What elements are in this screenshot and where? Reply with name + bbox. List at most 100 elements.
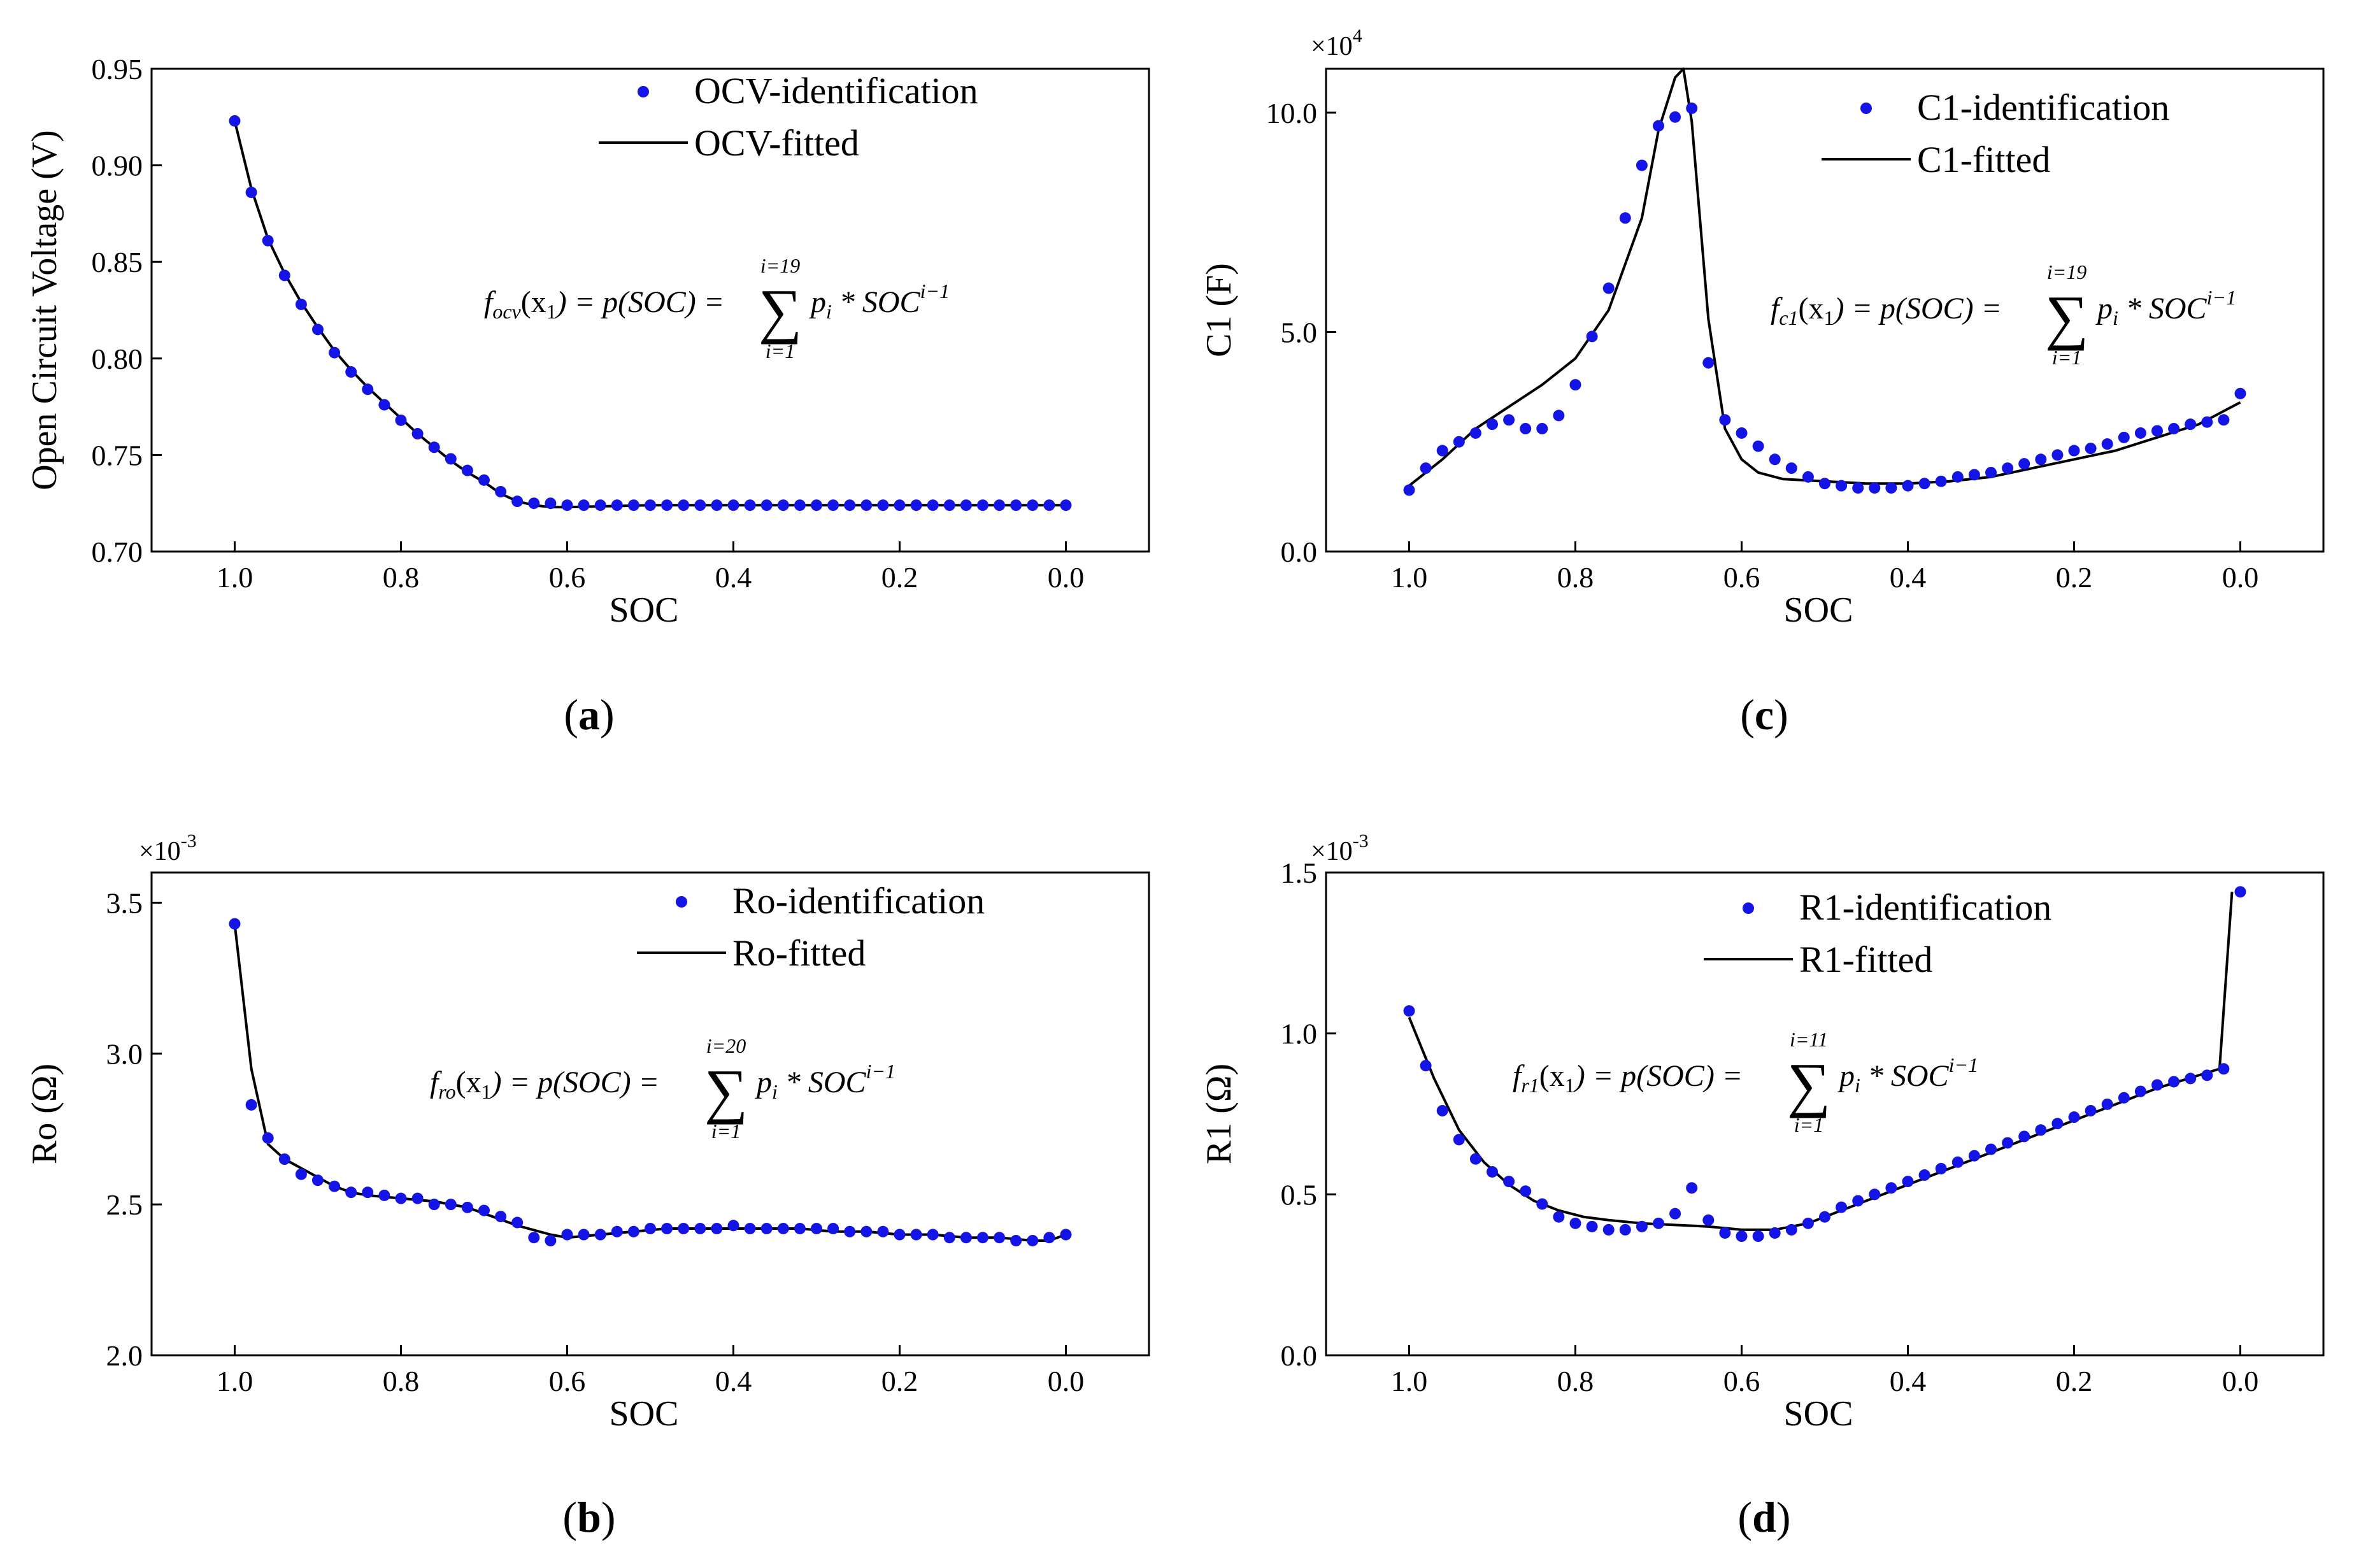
data-point	[1553, 410, 1565, 422]
data-point	[1902, 480, 1914, 492]
data-point	[1836, 480, 1848, 492]
data-point	[1536, 1198, 1548, 1210]
data-point	[578, 1229, 590, 1241]
data-point	[694, 1223, 706, 1235]
data-point	[1060, 1229, 1072, 1241]
legend-d: R1-identification R1-fitted	[1704, 887, 2051, 980]
data-point	[1769, 1227, 1781, 1239]
data-point	[1785, 1223, 1797, 1236]
x-tick-label: 0.8	[1557, 1365, 1594, 1397]
x-tick-label: 0.0	[1048, 1365, 1085, 1397]
x-axis-label: SOC	[1784, 1394, 1853, 1434]
data-point	[1602, 1223, 1615, 1236]
data-point	[2101, 1098, 2113, 1110]
data-point	[1935, 475, 1947, 487]
data-point	[1027, 499, 1039, 511]
legend-label-identification: R1-identification	[1799, 887, 2051, 928]
data-point	[1010, 499, 1022, 511]
x-tick-label: 0.4	[715, 561, 752, 594]
equation-term: pi * SOCi−1	[2095, 286, 2236, 329]
x-tick-label: 0.2	[881, 1365, 918, 1397]
data-point	[2185, 1073, 2197, 1085]
data-point	[478, 1204, 490, 1216]
data-point	[661, 499, 673, 511]
x-tick-label: 0.0	[1048, 561, 1085, 594]
chart-panel-a: 1.0 0.8 0.6 0.4 0.2 0.0 0.70 0.75 0.80 0.85 0.90 0.…	[25, 53, 1150, 739]
data-point	[345, 1187, 357, 1199]
data-point	[229, 115, 241, 127]
summation-upper: i=19	[2047, 260, 2086, 283]
model-equation-c: fc1(x1) = p(SOC) = ∑i=19 i=1 pi * SOCi−1	[1771, 260, 2236, 369]
data-point	[1436, 1104, 1448, 1116]
data-point	[312, 1174, 324, 1187]
y-tick-label: 0.0	[1281, 536, 1318, 568]
data-point	[1819, 1211, 1830, 1223]
data-point	[511, 495, 524, 508]
x-tick-label: 0.2	[2056, 1365, 2093, 1397]
data-point	[827, 499, 839, 511]
y-axis-label: R1 (Ω)	[1199, 1064, 1239, 1164]
data-point	[1702, 1214, 1715, 1226]
data-point	[1951, 1156, 1964, 1168]
y-tick-label: 1.5	[1281, 857, 1318, 889]
data-point	[1469, 1153, 1481, 1165]
data-point	[2051, 1118, 2064, 1130]
chart-panel-b: 1.0 0.8 0.6 0.4 0.2 0.0 2.0 2.5 3.0 3.5 SOC Ro (Ω) ×…	[25, 830, 1150, 1541]
data-point	[445, 453, 457, 465]
data-point	[528, 497, 540, 510]
data-point	[2101, 438, 2113, 450]
legend-a: OCV-identification OCV-fitted	[599, 70, 978, 164]
data-point	[278, 269, 290, 282]
data-point	[1951, 471, 1964, 483]
data-point	[362, 383, 374, 396]
data-point	[1802, 1217, 1814, 1229]
data-point	[627, 499, 639, 511]
data-point	[2068, 1111, 2080, 1123]
data-point	[2018, 1130, 2030, 1143]
data-point	[1420, 1060, 1432, 1072]
data-point	[262, 234, 274, 246]
data-point	[2168, 1076, 2180, 1088]
summation-upper: i=19	[760, 254, 800, 277]
x-axis-label: SOC	[610, 1394, 679, 1434]
data-point	[2018, 458, 2030, 470]
x-axis-label: SOC	[1784, 590, 1853, 630]
data-point	[594, 1229, 606, 1241]
data-point	[428, 1199, 440, 1211]
y-tick-label: 3.5	[106, 887, 143, 919]
legend-c: C1-identification C1-fitted	[1822, 87, 2169, 180]
summation-sign: ∑	[759, 276, 802, 345]
data-point	[1785, 462, 1797, 474]
data-point	[1985, 1143, 1997, 1155]
plot-frame-a	[150, 68, 1150, 553]
data-point	[2151, 1079, 2163, 1091]
plot-frame-c	[1325, 68, 2325, 553]
data-point	[1487, 418, 1498, 431]
data-point	[1503, 1176, 1515, 1188]
data-point	[428, 441, 440, 453]
data-point	[2118, 1092, 2130, 1104]
y-tick-label: 0.70	[92, 536, 143, 568]
equation-lhs: fc1(x1) = p(SOC) =	[1771, 292, 2002, 329]
data-point	[1027, 1234, 1039, 1246]
data-point	[545, 1234, 557, 1246]
summation-sign: ∑	[1787, 1050, 1830, 1118]
data-point	[1968, 1150, 1980, 1162]
x-tick-label: 0.0	[2222, 561, 2259, 594]
data-point	[594, 499, 606, 511]
data-point	[545, 497, 557, 510]
data-point	[678, 1223, 690, 1235]
data-point	[1619, 1223, 1631, 1236]
fitted-line-c	[1408, 68, 2241, 487]
data-point	[478, 474, 490, 486]
data-point	[760, 499, 773, 511]
x-tick-label: 0.2	[2056, 561, 2093, 594]
data-point	[561, 499, 573, 511]
data-point	[2118, 431, 2130, 443]
data-point	[2234, 387, 2246, 399]
chart-panel-c: 1.0 0.8 0.6 0.4 0.2 0.0 0.0 5.0 10.0 SOC C1 (F) ×10…	[1199, 25, 2325, 739]
data-point	[777, 1223, 789, 1235]
equation-lhs: fr1(x1) = p(SOC) =	[1513, 1059, 1743, 1097]
data-point	[1436, 445, 1448, 457]
